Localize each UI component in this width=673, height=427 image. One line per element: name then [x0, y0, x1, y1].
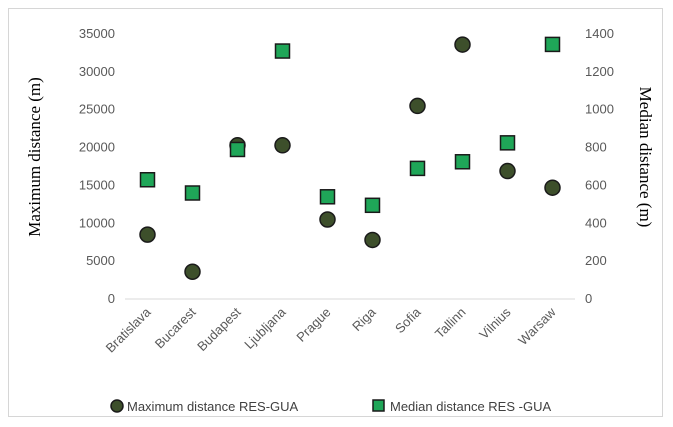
left-tick-label: 10000	[79, 215, 115, 230]
x-tick-label: Riga	[349, 304, 379, 334]
left-tick-label: 5000	[86, 253, 115, 268]
maximum-distance-point	[454, 36, 471, 53]
right-tick-label: 200	[585, 253, 607, 268]
scatter-chart: 0 5000 10000 15000 20000 25000 30000 35000 0 200…	[25, 26, 655, 414]
left-tick-label: 15000	[79, 177, 115, 192]
right-tick-label: 800	[585, 140, 607, 155]
median-distance-point	[319, 189, 336, 205]
left-tick-label: 0	[108, 291, 115, 306]
left-tick-label: 30000	[79, 64, 115, 79]
maximum-distance-point	[409, 97, 426, 115]
median-distance-point	[274, 43, 291, 59]
x-tick-label: Vilnius	[476, 304, 514, 342]
right-tick-label: 1400	[585, 26, 614, 41]
x-tick-label: Budapest	[194, 304, 244, 354]
right-axis-ticks: 0 200 400 600 800 1000 1200 1400	[585, 26, 614, 306]
maximum-distance-point	[319, 211, 336, 228]
median-distance-point	[364, 197, 381, 214]
x-tick-label: Tallinn	[432, 305, 469, 342]
median-distance-point	[544, 36, 561, 53]
right-tick-label: 1000	[585, 102, 614, 117]
median-distance-point	[499, 135, 516, 151]
right-axis-title: Median distance (m)	[636, 87, 655, 228]
left-axis-ticks: 0 5000 10000 15000 20000 25000 30000 35000	[79, 26, 115, 306]
x-tick-label: Bratislava	[103, 304, 155, 356]
legend-label-median: Median distance RES -GUA	[390, 399, 551, 414]
chart-frame: 0 5000 10000 15000 20000 25000 30000 35000 0 200…	[8, 8, 663, 417]
maximum-distance-point	[274, 137, 291, 154]
left-tick-label: 35000	[79, 26, 115, 41]
x-tick-label: Bucarest	[152, 304, 199, 351]
median-distance-point	[454, 154, 471, 170]
maximum-distance-point	[544, 179, 561, 196]
median-distance-point	[139, 172, 156, 188]
left-tick-label: 25000	[79, 102, 115, 117]
legend: Maximum distance RES-GUA Median distance…	[110, 399, 551, 414]
legend-marker-maximum	[110, 399, 124, 413]
maximum-distance-point	[139, 226, 156, 243]
median-distance-point	[184, 185, 201, 201]
right-tick-label: 400	[585, 215, 607, 230]
x-tick-label: Sofia	[392, 304, 424, 336]
maximum-distance-point	[499, 162, 516, 180]
right-tick-label: 1200	[585, 64, 614, 79]
right-tick-label: 0	[585, 291, 592, 306]
left-tick-label: 20000	[79, 140, 115, 155]
x-tick-label: Prague	[293, 305, 333, 345]
left-axis-title: Maximum distance (m)	[25, 77, 44, 237]
maximum-distance-point	[184, 263, 201, 280]
median-distance-point	[229, 141, 246, 158]
right-tick-label: 600	[585, 177, 607, 192]
x-tick-label: Warsaw	[515, 304, 559, 348]
data-marks	[139, 36, 561, 280]
median-distance-point	[409, 160, 426, 177]
x-tick-label: Ljubljana	[241, 304, 289, 352]
maximum-distance-point	[364, 231, 381, 249]
legend-marker-median	[372, 399, 385, 412]
legend-label-maximum: Maximum distance RES-GUA	[127, 399, 299, 414]
